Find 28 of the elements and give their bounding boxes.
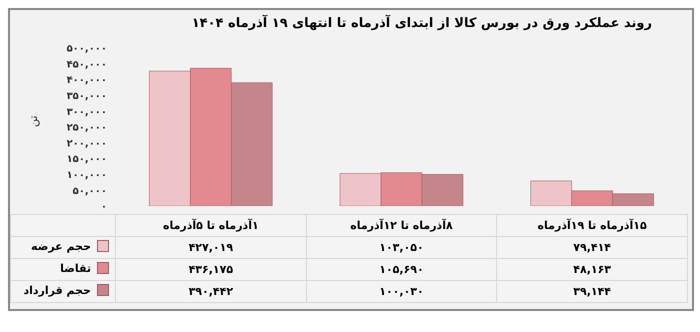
- legend-label: حجم عرضه: [31, 240, 91, 253]
- x-tick-label: ۱آذرماه تا ۵آذرماه: [116, 214, 306, 236]
- y-tick-label: ۲۰۰,۰۰۰: [66, 138, 107, 150]
- y-tick-label: ۵۰,۰۰۰: [72, 186, 107, 197]
- data-label: ۷۹,۴۱۴: [496, 236, 688, 258]
- y-tick-label: ۰: [100, 202, 107, 213]
- y-tick-label: ۴۵۰,۰۰۰: [66, 59, 107, 70]
- y-tick-label: ۱۵۰,۰۰۰: [66, 154, 107, 166]
- data-label: ۱۰۳,۰۵۰: [306, 236, 497, 258]
- legend-label: حجم قرارداد: [23, 284, 91, 297]
- y-tick-label: ۲۵۰,۰۰۰: [66, 122, 107, 134]
- x-tick-label: ۱۵آذرماه تا ۱۹آذرماه: [496, 214, 688, 236]
- data-label: ۱۰۰,۰۳۰: [306, 280, 497, 302]
- y-tick-label: ۳۵۰,۰۰۰: [66, 90, 107, 102]
- y-tick-label: ۵۰۰,۰۰۰: [66, 44, 107, 55]
- y-tick-label: ۳۰۰,۰۰۰: [66, 106, 107, 118]
- data-label: ۳۹۰,۴۴۲: [116, 280, 306, 302]
- y-tick-label: ۱۰۰,۰۰۰: [66, 170, 107, 181]
- data-label: ۴۸,۱۶۳: [496, 258, 688, 280]
- chart-title: روند عملکرد ورق در بورس کالا از ابتدای آذرماه تا انتهای ۱۹ آذرماه ۱۴۰۴: [190, 14, 653, 33]
- data-label: ۴۳۶,۱۷۵: [116, 258, 306, 280]
- x-tick-label: ۸آذرماه تا ۱۲آذرماه: [306, 214, 497, 236]
- y-axis-title: تن: [26, 116, 40, 127]
- y-tick-label: ۴۰۰,۰۰۰: [66, 75, 107, 86]
- data-label: ۳۹,۱۴۴: [496, 280, 688, 302]
- data-label: ۱۰۵,۶۹۰: [306, 258, 497, 280]
- legend-label: تقاضا: [60, 262, 91, 275]
- data-label: ۴۲۷,۰۱۹: [116, 236, 306, 258]
